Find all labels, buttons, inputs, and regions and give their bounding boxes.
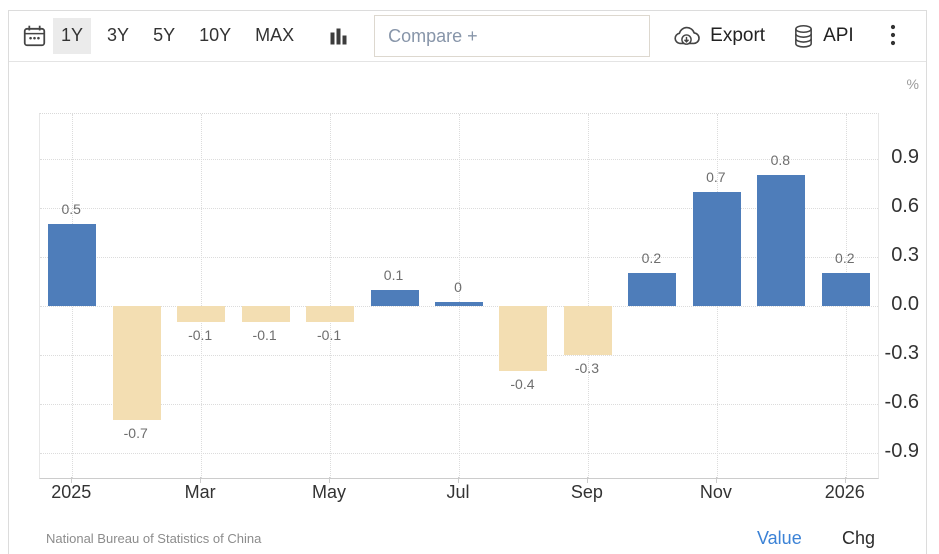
range-button-5y[interactable]: 5Y [145,18,183,54]
vertical-gridline [459,114,460,478]
bar-value-label: -0.1 [252,327,277,344]
calendar-button[interactable] [18,17,50,55]
y-axis-unit-label: % [906,76,919,92]
bar-value-label: 0.5 [61,201,81,218]
bar-value-label: 0.1 [383,266,404,283]
plot-area [39,113,879,479]
data-bar[interactable] [499,306,547,371]
api-button[interactable]: API [792,23,854,50]
api-label: API [823,25,854,46]
calendar-icon [21,23,48,50]
data-bar[interactable] [242,306,290,322]
vertical-gridline [201,114,203,478]
x-axis-label: Mar [184,482,216,502]
toolbar: 1Y 3Y 5Y 10Y MAX [9,11,926,62]
x-axis-tick [71,477,73,483]
data-bar[interactable] [113,306,161,420]
x-axis-tick [844,477,846,483]
database-icon [792,23,815,50]
data-bar[interactable] [564,306,612,355]
y-axis-label: 0.9 [891,146,919,169]
data-bar[interactable] [48,224,96,306]
x-axis-label: 2026 [824,482,865,502]
x-axis-label: Nov [699,482,732,502]
range-selector: 1Y 3Y 5Y 10Y MAX [53,18,310,54]
bar-chart-icon [328,24,348,48]
data-bar[interactable] [177,306,225,322]
data-bar[interactable] [822,273,870,306]
range-button-3y[interactable]: 3Y [99,18,137,54]
cloud-download-icon [671,25,702,48]
x-axis-label: 2025 [51,482,92,502]
x-axis-tick [329,477,331,483]
data-bar[interactable] [371,290,419,306]
chg-mode-link[interactable]: Chg [842,528,876,548]
bar-value-label: 0.2 [835,250,855,267]
data-bar[interactable] [628,273,676,306]
x-axis-label: Jul [446,482,470,502]
export-label: Export [710,25,766,46]
bar-value-label: -0.7 [123,425,148,442]
data-bar[interactable] [306,306,354,322]
data-bar[interactable] [757,175,805,306]
x-axis-label: May [312,482,347,502]
vertical-gridline [330,114,332,478]
chart-type-button[interactable] [322,17,354,55]
y-axis-label: 0.6 [891,195,919,218]
x-axis-label: Sep [570,482,603,502]
range-button-1y[interactable]: 1Y [53,18,92,54]
x-axis-tick [458,477,459,483]
y-axis-label: -0.6 [884,390,919,413]
range-button-10y[interactable]: 10Y [191,18,239,54]
range-button-max[interactable]: MAX [247,18,302,54]
y-axis-label: 0.3 [891,243,919,266]
bar-value-label: -0.1 [317,327,342,344]
compare-input[interactable] [374,15,651,57]
value-mode-link[interactable]: Value [757,528,802,548]
source-attribution: National Bureau of Statistics of China [46,531,262,546]
bar-value-label: 0 [454,278,462,295]
kebab-menu-icon [890,23,896,49]
x-axis-tick [200,477,202,483]
bar-value-label: 0.8 [770,152,791,169]
y-axis-label: 0.0 [891,292,919,315]
vertical-gridline [587,114,589,478]
bar-value-label: 0.2 [641,250,662,267]
bar-value-label: 0.7 [706,168,726,185]
more-options-button[interactable] [880,18,906,54]
export-button[interactable]: Export [671,25,765,48]
bar-value-label: -0.1 [188,327,213,344]
bar-value-label: -0.3 [574,359,599,376]
data-bar[interactable] [693,192,741,306]
data-bar[interactable] [435,302,483,306]
bar-value-label: -0.4 [510,376,535,393]
x-axis-tick [715,477,717,483]
x-axis-tick [586,477,588,483]
y-axis-label: -0.9 [884,439,919,462]
y-axis-label: -0.3 [884,341,919,364]
